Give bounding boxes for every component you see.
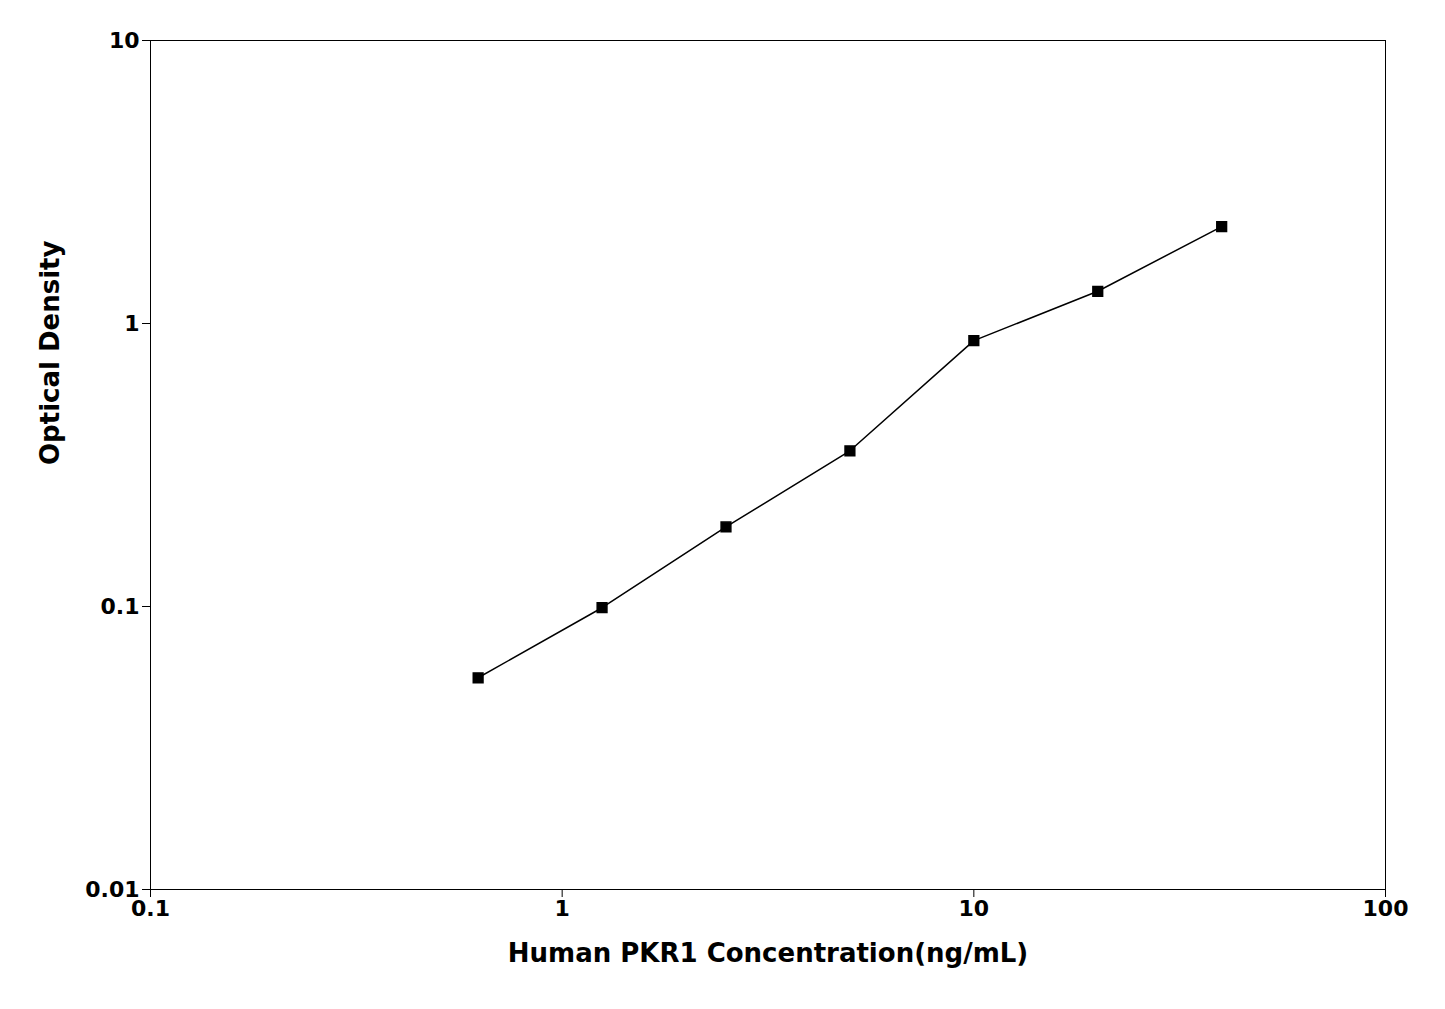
svg-text:0.1: 0.1 [101, 594, 140, 619]
svg-text:100: 100 [1363, 896, 1409, 921]
svg-text:Optical Density: Optical Density [35, 240, 65, 465]
svg-text:0.01: 0.01 [85, 876, 140, 902]
svg-text:10: 10 [959, 896, 990, 921]
svg-text:10: 10 [109, 28, 140, 53]
svg-text:1: 1 [124, 311, 139, 336]
svg-text:0.1: 0.1 [131, 896, 170, 921]
svg-text:1: 1 [555, 896, 570, 921]
svg-text:Human PKR1 Concentration(ng/mL: Human PKR1 Concentration(ng/mL) [508, 938, 1028, 968]
